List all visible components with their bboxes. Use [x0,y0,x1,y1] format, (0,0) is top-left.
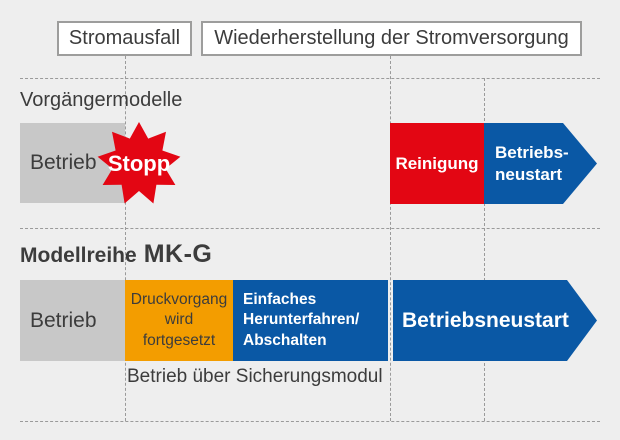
printing-continues-box: Druckvorgang wird fortgesetzt [125,280,233,361]
mkg-title-label: Modellreihe [20,244,137,267]
cleaning-box: Reinigung [390,123,484,204]
predecessor-restart-label: Betriebs- neustart [495,143,569,184]
predecessor-operation-label: Betrieb [30,151,97,174]
dashed-line-restart [484,78,485,421]
shutdown-label: Einfaches Herunterfahren/ Abschalten [243,291,360,349]
stop-starburst: Stopp [96,121,182,207]
starburst-icon [97,122,181,204]
power-failure-label: Stromausfall [68,27,181,49]
dashed-line-middle [20,228,600,229]
mkg-title-model: MK-G [143,240,213,268]
label-box-power-failure: Stromausfall [57,21,192,56]
mkg-section-title: Modellreihe MK-G [20,240,212,269]
label-box-power-restore: Wiederherstellung der Stromversorgung [201,21,582,56]
stop-label: Stopp [107,151,171,176]
printing-continues-label: Druckvorgang wird fortgesetzt [130,291,228,349]
dashed-line-power-failure [125,56,126,421]
mkg-operation-box: Betrieb [20,280,125,361]
cleaning-label: Reinigung [395,153,479,173]
dashed-line-top [20,78,600,79]
dashed-line-power-restore [390,56,391,421]
mkg-operation-label: Betrieb [30,308,97,332]
mkg-restart-arrow: Betriebsneustart [393,280,597,361]
dashed-line-bottom [20,421,600,422]
shutdown-box: Einfaches Herunterfahren/ Abschalten [233,280,388,361]
predecessor-restart-arrow: Betriebs- neustart [484,123,597,204]
predecessor-section-title: Vorgängermodelle [20,89,183,111]
power-restore-label: Wiederherstellung der Stromversorgung [214,27,569,49]
backup-module-caption: Betrieb über Sicherungsmodul [127,366,383,387]
mkg-restart-label: Betriebsneustart [402,308,569,332]
